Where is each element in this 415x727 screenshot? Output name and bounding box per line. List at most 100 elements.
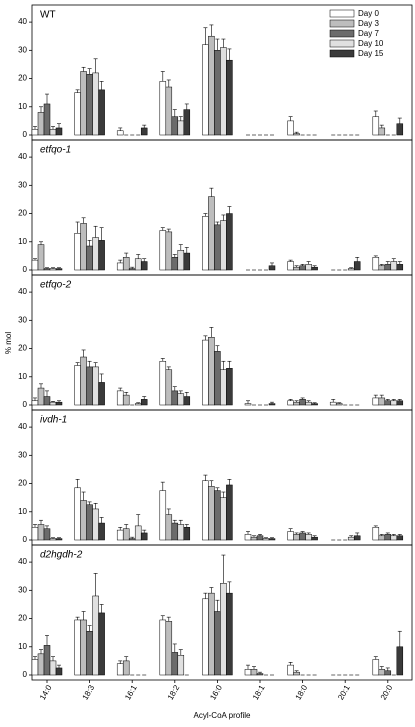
x-tick-label: 16:0 [208, 683, 224, 701]
error-bar [75, 221, 80, 234]
bar [384, 670, 392, 676]
error-bar [227, 581, 232, 594]
bar [177, 120, 185, 136]
error-bar [142, 529, 147, 533]
error-bar [118, 526, 123, 531]
y-tick-label: 40 [18, 422, 27, 431]
bar [183, 396, 191, 406]
bar [116, 262, 124, 271]
bar [372, 397, 380, 406]
bar [171, 522, 179, 541]
bar [268, 538, 276, 541]
panel-title: ivdh-1 [40, 415, 67, 426]
bar [55, 538, 63, 541]
bar [347, 536, 355, 541]
bar [293, 534, 300, 541]
bar [80, 619, 87, 676]
bar [208, 592, 215, 676]
panel-title: d2hgdh-2 [40, 550, 83, 561]
error-bar [288, 528, 293, 532]
bar [49, 268, 57, 271]
bar [214, 224, 221, 271]
error-bar [57, 400, 61, 403]
error-bar [93, 58, 98, 73]
bar [43, 528, 51, 541]
error-bar [221, 38, 226, 48]
error-bar [385, 667, 390, 671]
error-bar [203, 592, 208, 599]
error-bar [87, 240, 92, 247]
bar [80, 356, 87, 406]
x-tick-label: 18:3 [81, 683, 97, 701]
error-bar [124, 524, 129, 529]
bar [293, 401, 300, 406]
bar [86, 74, 93, 136]
y-tick-label: 40 [18, 17, 27, 26]
error-bar [221, 491, 226, 498]
error-bar [373, 110, 378, 117]
error-bar [51, 267, 55, 269]
error-bar [45, 390, 49, 397]
error-bar [306, 532, 311, 535]
error-bar [221, 360, 226, 370]
y-tick-label: 20 [18, 344, 27, 353]
bar [390, 261, 398, 271]
bar [165, 86, 173, 136]
bar [390, 535, 398, 541]
bar [98, 89, 105, 136]
error-bar [300, 531, 305, 533]
bar [202, 598, 209, 676]
y-tick-label: 0 [23, 400, 28, 409]
error-bar [99, 517, 104, 524]
error-bar [391, 534, 396, 536]
error-bar [288, 661, 293, 666]
error-bar [178, 649, 183, 656]
panel-frame [31, 544, 413, 681]
error-bar [373, 525, 378, 528]
bar [183, 109, 191, 136]
error-bar [288, 399, 293, 401]
bar [177, 654, 185, 676]
error-bar [93, 225, 98, 238]
error-bar [221, 214, 226, 221]
error-bar [184, 103, 189, 110]
bar [43, 645, 51, 676]
error-bar [391, 258, 396, 262]
bar [220, 369, 227, 406]
bar [311, 266, 318, 271]
error-bar [130, 266, 135, 269]
error-bar [209, 587, 214, 594]
bar [262, 538, 270, 541]
bar [171, 257, 179, 271]
bar [171, 116, 179, 136]
legend-label: Day 0 [358, 9, 379, 18]
error-bar [166, 79, 171, 88]
error-bar [349, 267, 354, 269]
error-bar [391, 399, 396, 401]
bar [92, 508, 99, 541]
error-bar [379, 666, 384, 670]
bar [250, 536, 258, 541]
x-tick-label: 16:1 [123, 683, 139, 701]
error-bar [99, 604, 104, 613]
y-tick-label: 20 [18, 479, 27, 488]
bar [384, 534, 392, 541]
error-bar [306, 400, 311, 403]
error-bar [373, 255, 378, 258]
error-bar [379, 264, 384, 266]
bar [335, 403, 343, 406]
error-bar [118, 387, 123, 391]
bar [171, 390, 179, 406]
legend-swatch [329, 29, 355, 38]
error-bar [203, 27, 208, 45]
bar [86, 245, 93, 271]
error-bar [118, 259, 123, 263]
y-tick-label: 30 [18, 450, 27, 459]
bar [208, 196, 215, 271]
error-bar [57, 267, 61, 269]
bar [74, 487, 81, 541]
bar [98, 240, 105, 271]
x-tick-label: 20:1 [336, 683, 352, 701]
error-bar [172, 643, 177, 653]
